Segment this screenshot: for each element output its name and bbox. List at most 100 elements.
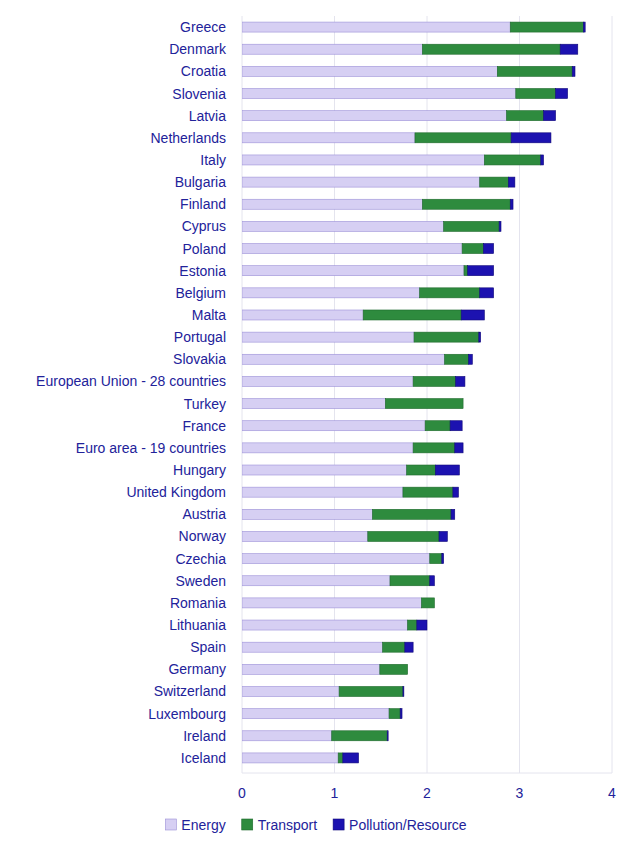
bar-segment xyxy=(413,376,456,386)
grid-line xyxy=(427,16,428,773)
bar-segment xyxy=(242,576,390,586)
bar-segment xyxy=(430,554,442,564)
category-label: Lithuania xyxy=(169,617,226,633)
bar-segment xyxy=(385,399,463,409)
category-label: Switzerland xyxy=(154,683,226,699)
bar-segment xyxy=(572,66,575,76)
bar-segment xyxy=(414,332,479,342)
category-label: Austria xyxy=(182,506,226,522)
bar-segment xyxy=(242,399,385,409)
grid-line xyxy=(242,16,243,773)
bar-segment xyxy=(483,244,493,254)
bar-segment xyxy=(242,376,413,386)
category-label: Germany xyxy=(168,661,226,677)
tick-label: 1 xyxy=(331,785,339,801)
legend-swatch xyxy=(242,819,253,830)
bar-segment xyxy=(468,266,494,276)
bar-segment xyxy=(242,244,462,254)
bar-segment xyxy=(484,155,540,165)
bar-segment xyxy=(422,199,510,209)
grid-line xyxy=(612,16,613,773)
bar-segment xyxy=(242,531,368,541)
bar-segment xyxy=(363,310,461,320)
bar-segment xyxy=(242,44,422,54)
bar-segment xyxy=(497,66,572,76)
bar-segment xyxy=(405,642,413,652)
bar-segment xyxy=(480,177,509,187)
bar-segment xyxy=(583,22,585,32)
bar-segment xyxy=(421,598,434,608)
bar-segment xyxy=(560,44,578,54)
category-label: Croatia xyxy=(181,63,226,79)
bar-segment xyxy=(462,244,483,254)
bar-segment xyxy=(242,642,383,652)
bar-segment xyxy=(338,753,343,763)
bar-segment xyxy=(450,421,462,431)
category-label: Iceland xyxy=(181,750,226,766)
bar-segment xyxy=(242,89,516,99)
category-label: Malta xyxy=(192,307,226,323)
bar-segment xyxy=(242,155,484,165)
bar-segment xyxy=(453,487,459,497)
category-label: Norway xyxy=(179,528,226,544)
legend-swatch xyxy=(165,819,176,830)
bar-segment xyxy=(507,111,544,121)
bar-segment xyxy=(242,664,380,674)
bar-segment xyxy=(242,354,445,364)
bar-segment xyxy=(442,554,444,564)
bar-segment xyxy=(343,753,359,763)
category-label: Portugal xyxy=(174,329,226,345)
bar-segment xyxy=(435,465,459,475)
category-label: Latvia xyxy=(189,108,227,124)
bar-segment xyxy=(242,620,408,630)
bar-segment xyxy=(387,731,389,741)
bar-segment xyxy=(242,465,407,475)
bar-segment xyxy=(242,598,421,608)
bar-segment xyxy=(383,642,405,652)
bar-segment xyxy=(463,399,464,409)
bar-segment xyxy=(242,133,415,143)
category-label: Luxembourg xyxy=(148,706,226,722)
bar-segment xyxy=(389,709,400,719)
bar-segment xyxy=(425,421,450,431)
category-label: Romania xyxy=(170,595,226,611)
category-label: Slovenia xyxy=(172,86,226,102)
bar-segment xyxy=(510,199,513,209)
bar-segment xyxy=(368,531,439,541)
bar-segment xyxy=(422,44,560,54)
category-label: United Kingdom xyxy=(126,484,226,500)
bar-segment xyxy=(242,66,497,76)
category-label: Hungary xyxy=(173,462,226,478)
bar-segment xyxy=(439,531,447,541)
bar-segment xyxy=(242,753,338,763)
category-label: Cyprus xyxy=(182,218,226,234)
category-label: Sweden xyxy=(175,573,226,589)
bar-segment xyxy=(420,288,480,298)
bar-segment xyxy=(434,598,435,608)
category-label: Slovakia xyxy=(173,351,226,367)
bar-segment xyxy=(242,221,444,231)
legend-label: Energy xyxy=(181,817,225,833)
category-label: Finland xyxy=(180,196,226,212)
bar-segment xyxy=(413,443,455,453)
bar-segment xyxy=(444,221,500,231)
bar-segment xyxy=(511,133,551,143)
bar-segment xyxy=(339,686,403,696)
bar-segment xyxy=(380,664,408,674)
category-label: Euro area - 19 countries xyxy=(76,440,226,456)
category-label: France xyxy=(182,418,226,434)
bar-segment xyxy=(430,576,435,586)
legend: EnergyTransportPollution/Resource xyxy=(165,817,466,833)
category-label: Italy xyxy=(200,152,226,168)
category-label: Estonia xyxy=(179,263,226,279)
category-label: Czechia xyxy=(175,551,226,567)
bar-segment xyxy=(407,465,436,475)
bar-segment xyxy=(242,266,464,276)
bar-segment xyxy=(242,288,420,298)
bar-segment xyxy=(242,709,389,719)
bar-segment xyxy=(417,620,427,630)
bar-segment xyxy=(556,89,568,99)
bar-segment xyxy=(544,111,556,121)
category-label: Belgium xyxy=(175,285,226,301)
bar-segment xyxy=(510,22,583,32)
